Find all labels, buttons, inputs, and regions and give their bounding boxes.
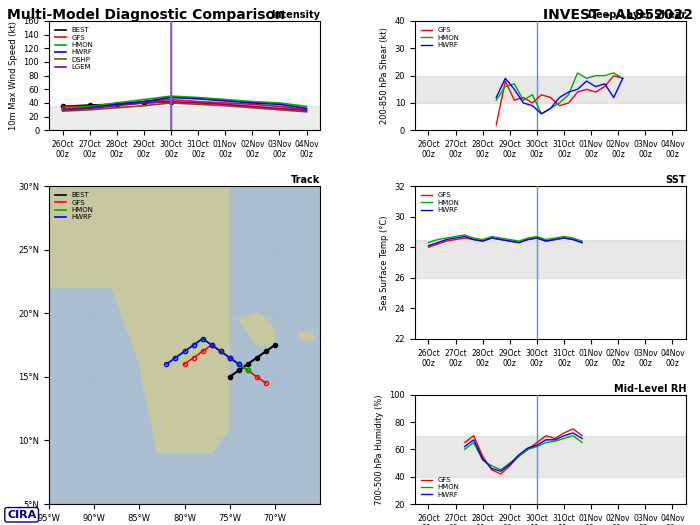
Polygon shape [298, 332, 316, 341]
Legend: GFS, HMON, HWRF: GFS, HMON, HWRF [419, 190, 462, 216]
Bar [49, 107, 320, 130]
Polygon shape [239, 313, 275, 345]
Y-axis label: Sea Surface Temp (°C): Sea Surface Temp (°C) [380, 215, 389, 310]
Bar [415, 239, 686, 278]
Bar [415, 436, 686, 477]
Text: INVEST - AL952022: INVEST - AL952022 [543, 8, 693, 22]
Text: CIRA: CIRA [7, 510, 36, 520]
Polygon shape [49, 186, 230, 453]
Polygon shape [121, 186, 185, 249]
Y-axis label: 700-500 hPa Humidity (%): 700-500 hPa Humidity (%) [375, 394, 384, 505]
Legend: BEST, GFS, HMON, HWRF: BEST, GFS, HMON, HWRF [52, 190, 96, 223]
Polygon shape [198, 332, 216, 345]
Text: Intensity: Intensity [271, 10, 320, 20]
Text: Mid-Level RH: Mid-Level RH [613, 384, 686, 394]
Legend: BEST, GFS, HMON, HWRF, DSHP, LGEM: BEST, GFS, HMON, HWRF, DSHP, LGEM [52, 25, 96, 73]
Text: Multi-Model Diagnostic Comparison: Multi-Model Diagnostic Comparison [7, 8, 285, 22]
Y-axis label: 200-850 hPa Shear (kt): 200-850 hPa Shear (kt) [380, 27, 389, 124]
Text: Deep-Layer Shear: Deep-Layer Shear [588, 10, 686, 20]
Text: Track: Track [290, 175, 320, 185]
Polygon shape [139, 272, 230, 320]
Text: SST: SST [666, 175, 686, 185]
Bar [415, 76, 686, 103]
Y-axis label: 10m Max Wind Speed (kt): 10m Max Wind Speed (kt) [9, 21, 18, 130]
Legend: GFS, HMON, HWRF: GFS, HMON, HWRF [419, 474, 462, 500]
Legend: GFS, HMON, HWRF: GFS, HMON, HWRF [419, 25, 462, 51]
